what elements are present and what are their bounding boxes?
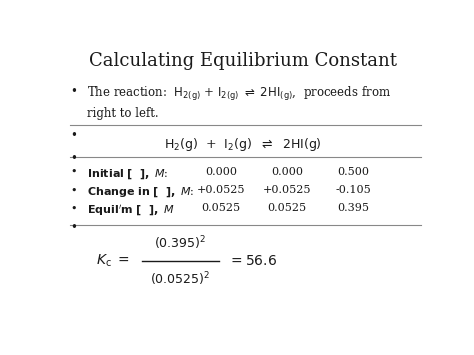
Text: -0.105: -0.105 (335, 185, 371, 195)
Text: 0.000: 0.000 (271, 167, 303, 177)
Text: •: • (70, 167, 77, 177)
Text: $\mathbf{Initial\ [\ \ ],\ }$$\mathit{M}$:: $\mathbf{Initial\ [\ \ ],\ }$$\mathit{M}… (87, 167, 168, 180)
Text: •: • (70, 185, 77, 195)
Text: $\mathbf{Equil'm\ [\ \ ],\ }$$\mathit{M}$: $\mathbf{Equil'm\ [\ \ ],\ }$$\mathit{M}… (87, 203, 174, 218)
Text: •: • (70, 129, 77, 142)
Text: 0.000: 0.000 (205, 167, 237, 177)
Text: •: • (70, 152, 77, 165)
Text: 0.500: 0.500 (337, 167, 369, 177)
Text: $= 56.6$: $= 56.6$ (228, 254, 277, 268)
Text: $\mathit{K}_{\mathrm{c}}$ $=$: $\mathit{K}_{\mathrm{c}}$ $=$ (96, 253, 130, 269)
Text: $\mathrm{H_2(g)}$  +  $\mathrm{I_2(g)}$  $\rightleftharpoons$  $\mathrm{2HI(g)}$: $\mathrm{H_2(g)}$ + $\mathrm{I_2(g)}$ $\… (164, 136, 322, 153)
Text: $\mathbf{Change\ in\ [\ \ ],\ }$$\mathit{M}$:: $\mathbf{Change\ in\ [\ \ ],\ }$$\mathit… (87, 185, 194, 199)
Text: $(0.0525)^2$: $(0.0525)^2$ (150, 270, 210, 288)
Text: +0.0525: +0.0525 (263, 185, 311, 195)
Text: •: • (70, 203, 77, 213)
Text: right to left.: right to left. (87, 107, 158, 120)
Text: 0.0525: 0.0525 (267, 203, 307, 213)
Text: Calculating Equilibrium Constant: Calculating Equilibrium Constant (89, 52, 397, 70)
Text: $(0.395)^2$: $(0.395)^2$ (155, 235, 207, 252)
Text: 0.395: 0.395 (337, 203, 369, 213)
Text: •: • (70, 221, 77, 234)
Text: •: • (70, 85, 77, 98)
Text: 0.0525: 0.0525 (201, 203, 240, 213)
Text: +0.0525: +0.0525 (197, 185, 245, 195)
Text: The reaction:  $\mathrm{H_{2(g)}}$ + $\mathrm{I_{2(g)}}$ $\rightleftharpoons$ $\: The reaction: $\mathrm{H_{2(g)}}$ + $\ma… (87, 85, 391, 103)
